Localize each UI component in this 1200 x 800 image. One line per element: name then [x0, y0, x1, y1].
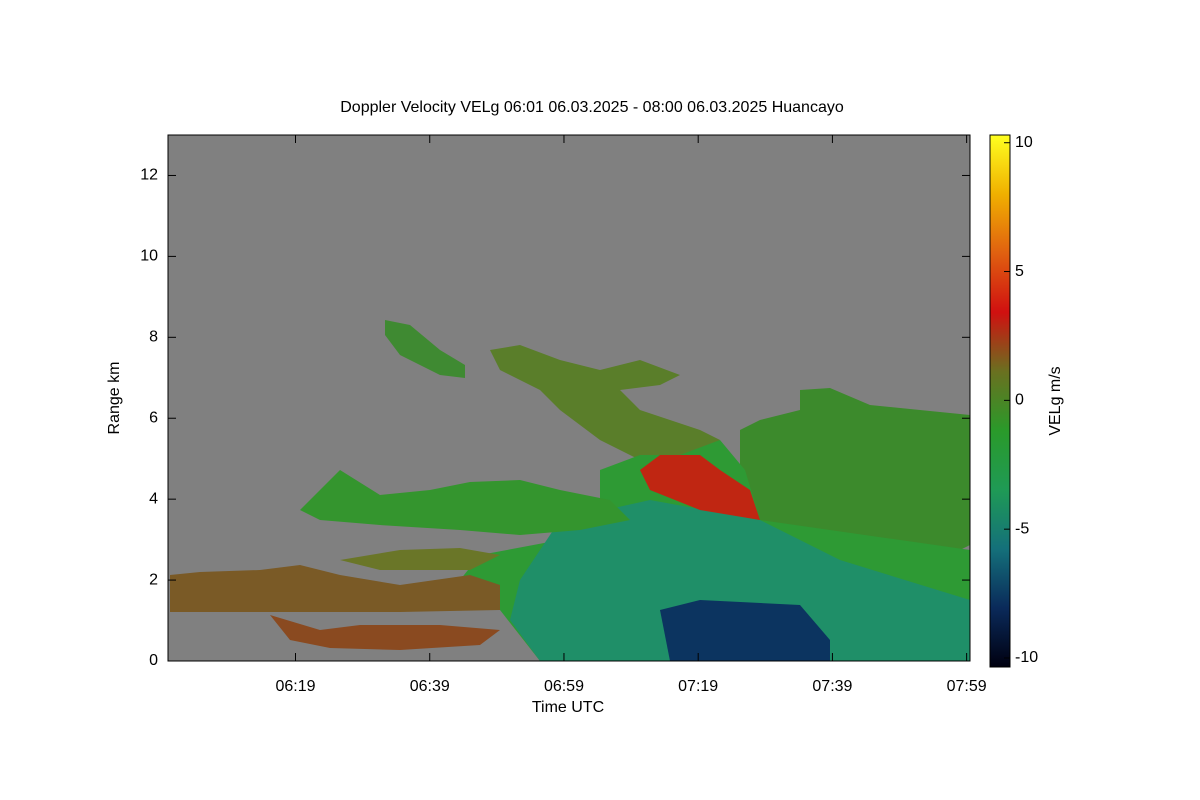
echo-region — [510, 500, 970, 661]
colorbar-tick-label: 5 — [1015, 263, 1024, 280]
chart-title: Doppler Velocity VELg 06:01 06.03.2025 -… — [340, 99, 844, 116]
y-axis-label: Range km — [106, 362, 123, 435]
x-tick-label: 07:19 — [678, 678, 718, 695]
colorbar-tick-label: 0 — [1015, 392, 1024, 409]
y-tick-label: 0 — [149, 652, 158, 669]
echo-region — [340, 548, 500, 570]
echo-region — [660, 600, 830, 661]
y-tick-label: 6 — [149, 409, 158, 426]
colorbar-tick-label: -5 — [1015, 520, 1029, 537]
y-tick-label: 8 — [149, 329, 158, 346]
echo-region — [270, 615, 500, 650]
echo-region — [740, 388, 970, 560]
echo-region — [490, 345, 720, 460]
x-axis-label: Time UTC — [532, 699, 604, 716]
colorbar-label: VELg m/s — [1047, 366, 1064, 435]
x-tick-label: 06:59 — [544, 678, 584, 695]
echo-field — [170, 320, 970, 661]
echo-region — [300, 470, 630, 535]
echo-region — [640, 455, 760, 520]
y-tick-label: 4 — [149, 490, 158, 507]
echo-region — [170, 565, 500, 612]
x-tick-label: 07:39 — [812, 678, 852, 695]
colorbar — [989, 134, 1011, 668]
echo-region — [385, 320, 465, 378]
colorbar-tick-label: -10 — [1015, 649, 1038, 666]
y-tick-label: 2 — [149, 571, 158, 588]
x-tick-label: 06:39 — [410, 678, 450, 695]
x-tick-label: 07:59 — [947, 678, 987, 695]
colorbar-tick-label: 10 — [1015, 134, 1033, 151]
y-tick-label: 10 — [140, 248, 158, 265]
plot-frame — [167, 134, 971, 662]
y-tick-label: 12 — [140, 167, 158, 184]
x-tick-label: 06:19 — [275, 678, 315, 695]
